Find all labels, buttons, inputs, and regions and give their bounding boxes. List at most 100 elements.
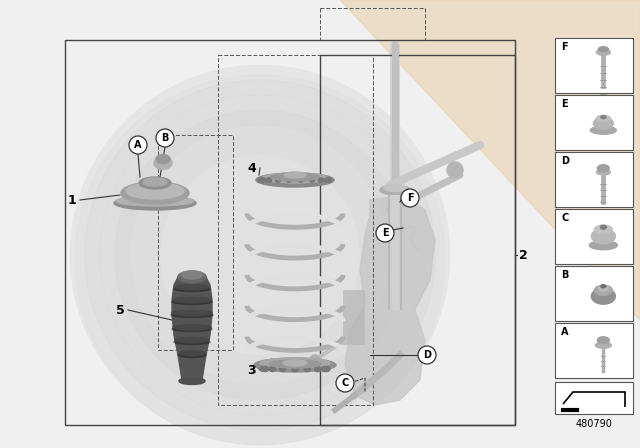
Text: E: E bbox=[381, 228, 388, 238]
Ellipse shape bbox=[174, 287, 210, 292]
Ellipse shape bbox=[598, 285, 609, 291]
Text: C: C bbox=[341, 378, 349, 388]
Ellipse shape bbox=[591, 288, 616, 304]
Ellipse shape bbox=[315, 366, 321, 371]
Ellipse shape bbox=[601, 116, 606, 119]
Ellipse shape bbox=[596, 115, 611, 121]
Bar bbox=[555, 382, 633, 414]
Ellipse shape bbox=[171, 313, 213, 318]
Ellipse shape bbox=[260, 358, 330, 368]
Ellipse shape bbox=[260, 178, 266, 182]
Circle shape bbox=[401, 189, 419, 207]
Bar bbox=[555, 266, 633, 321]
Circle shape bbox=[447, 162, 463, 178]
Bar bbox=[555, 38, 633, 93]
Ellipse shape bbox=[591, 229, 616, 244]
Ellipse shape bbox=[121, 182, 189, 204]
Ellipse shape bbox=[175, 284, 209, 289]
Ellipse shape bbox=[321, 366, 328, 371]
Text: 3: 3 bbox=[248, 363, 256, 376]
Ellipse shape bbox=[260, 178, 266, 182]
Text: 1: 1 bbox=[68, 194, 76, 207]
Circle shape bbox=[336, 374, 354, 392]
Bar bbox=[555, 95, 633, 150]
Ellipse shape bbox=[143, 178, 167, 186]
Ellipse shape bbox=[304, 366, 310, 371]
Ellipse shape bbox=[172, 310, 212, 315]
Ellipse shape bbox=[298, 178, 303, 182]
Ellipse shape bbox=[287, 178, 292, 182]
Ellipse shape bbox=[260, 366, 266, 371]
Ellipse shape bbox=[597, 337, 609, 344]
Ellipse shape bbox=[280, 366, 285, 371]
Circle shape bbox=[85, 80, 435, 430]
Ellipse shape bbox=[319, 178, 324, 182]
Ellipse shape bbox=[269, 366, 275, 371]
Ellipse shape bbox=[324, 178, 330, 182]
Circle shape bbox=[75, 75, 445, 445]
Text: C: C bbox=[561, 213, 568, 223]
Ellipse shape bbox=[326, 178, 332, 182]
Ellipse shape bbox=[310, 178, 314, 182]
Ellipse shape bbox=[596, 170, 611, 175]
Ellipse shape bbox=[595, 342, 611, 348]
Text: F: F bbox=[406, 193, 413, 203]
Ellipse shape bbox=[154, 156, 172, 169]
Bar bbox=[555, 323, 633, 378]
Ellipse shape bbox=[321, 366, 328, 371]
Ellipse shape bbox=[589, 241, 618, 250]
Ellipse shape bbox=[275, 178, 280, 182]
Polygon shape bbox=[345, 195, 435, 405]
Ellipse shape bbox=[595, 285, 612, 295]
Ellipse shape bbox=[597, 165, 609, 172]
Ellipse shape bbox=[178, 271, 206, 283]
Ellipse shape bbox=[380, 185, 410, 195]
Bar bbox=[343, 290, 365, 345]
Circle shape bbox=[115, 110, 405, 400]
Ellipse shape bbox=[598, 47, 609, 52]
Ellipse shape bbox=[179, 378, 205, 384]
Ellipse shape bbox=[156, 155, 170, 164]
Text: F: F bbox=[561, 42, 568, 52]
Text: E: E bbox=[561, 99, 568, 109]
Circle shape bbox=[418, 346, 436, 364]
Ellipse shape bbox=[266, 178, 271, 182]
Ellipse shape bbox=[283, 360, 307, 366]
Text: D: D bbox=[423, 350, 431, 360]
Ellipse shape bbox=[114, 196, 196, 210]
Ellipse shape bbox=[595, 225, 612, 233]
Ellipse shape bbox=[324, 178, 330, 182]
Ellipse shape bbox=[139, 177, 171, 189]
Ellipse shape bbox=[384, 185, 406, 191]
Ellipse shape bbox=[173, 297, 211, 302]
Bar bbox=[555, 152, 633, 207]
Ellipse shape bbox=[275, 178, 280, 182]
Ellipse shape bbox=[173, 324, 211, 329]
Ellipse shape bbox=[179, 350, 205, 356]
Ellipse shape bbox=[266, 178, 271, 182]
Ellipse shape bbox=[269, 366, 275, 371]
Text: 4: 4 bbox=[248, 161, 257, 175]
Ellipse shape bbox=[175, 337, 209, 343]
Text: B: B bbox=[161, 133, 169, 143]
Ellipse shape bbox=[181, 271, 203, 279]
Bar bbox=[218, 55, 373, 405]
Ellipse shape bbox=[172, 300, 212, 305]
Polygon shape bbox=[340, 0, 640, 320]
Ellipse shape bbox=[600, 225, 606, 229]
Circle shape bbox=[310, 355, 320, 365]
Ellipse shape bbox=[319, 178, 324, 182]
Text: 2: 2 bbox=[518, 249, 527, 262]
Ellipse shape bbox=[310, 178, 314, 182]
Ellipse shape bbox=[315, 366, 321, 371]
Ellipse shape bbox=[292, 366, 298, 371]
Ellipse shape bbox=[256, 173, 334, 187]
Ellipse shape bbox=[590, 126, 616, 134]
Ellipse shape bbox=[174, 340, 210, 345]
Circle shape bbox=[156, 129, 174, 147]
Bar bbox=[320, 55, 515, 425]
Circle shape bbox=[129, 136, 147, 154]
Text: A: A bbox=[134, 140, 141, 150]
Ellipse shape bbox=[259, 178, 264, 182]
Ellipse shape bbox=[292, 366, 298, 371]
